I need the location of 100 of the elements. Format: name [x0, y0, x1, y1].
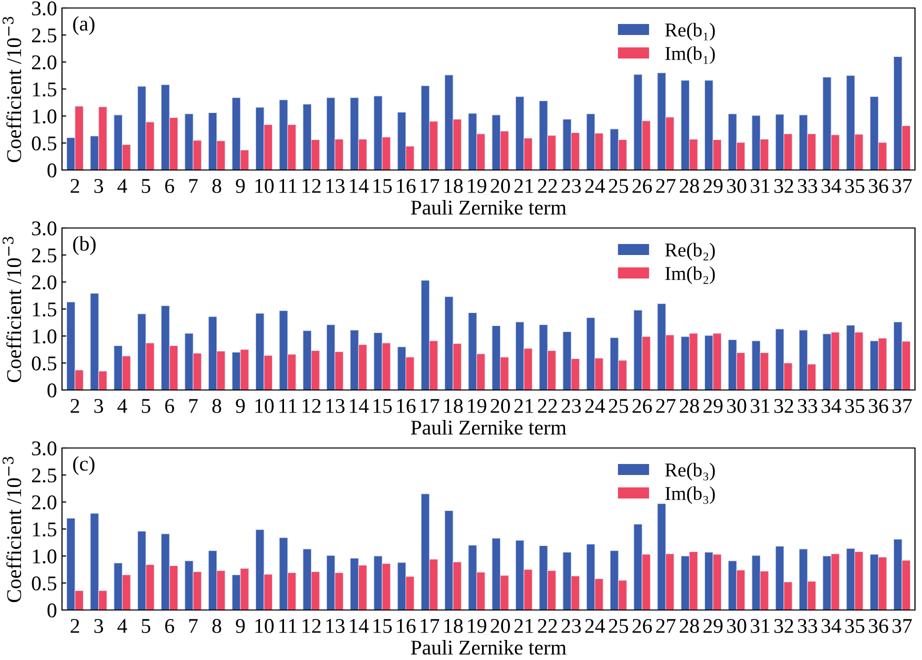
x-tick-label: 35: [845, 178, 864, 193]
x-tick-label: 27: [656, 618, 676, 633]
y-tick-label: 2.0: [32, 275, 56, 290]
x-tick-label: 30: [727, 618, 746, 633]
x-axis-title: Pauli Zernike term: [411, 640, 566, 655]
x-tick-label: 29: [703, 618, 723, 633]
y-tick-label: 1.0: [32, 109, 56, 124]
x-tick-label: 24: [585, 178, 605, 193]
x-tick-label: 23: [562, 178, 581, 193]
x-axis-title: Pauli Zernike term: [411, 200, 566, 215]
x-tick-label: 18: [444, 398, 463, 413]
x-tick-label: 31: [750, 398, 770, 413]
x-tick-label: 32: [774, 398, 794, 413]
x-tick-label: 3: [94, 178, 104, 193]
x-tick-label: 14: [350, 619, 369, 633]
x-tick-label: 25: [608, 618, 628, 633]
y-tick-label: 0.5: [32, 356, 56, 371]
x-tick-label: 13: [326, 618, 345, 633]
x-tick-label: 2: [70, 618, 80, 633]
x-tick-label: 4: [117, 179, 128, 193]
x-tick-label: 19: [468, 178, 486, 193]
legend-label: Re(b₃): [665, 462, 715, 481]
legend-label: Im(b₁): [665, 46, 715, 64]
x-tick-label: 36: [868, 398, 888, 413]
x-tick-label: 26: [632, 398, 652, 413]
x-tick-label: 14: [350, 399, 369, 413]
x-tick-label: 33: [798, 398, 818, 413]
x-tick-label: 21: [514, 178, 534, 193]
x-tick-label: 15: [374, 179, 392, 193]
x-tick-label: 31: [750, 178, 770, 193]
x-tick-label: 5: [142, 399, 150, 413]
x-tick-label: 22: [538, 618, 557, 633]
x-tick-label: 17: [420, 619, 440, 633]
x-tick-label: 20: [490, 618, 510, 633]
y-tick-label: 2.0: [32, 55, 56, 70]
x-tick-label: 2: [70, 178, 80, 193]
x-tick-label: 34: [822, 618, 842, 633]
y-tick-label: 2.5: [32, 28, 56, 43]
y-tick-label: 3.0: [32, 221, 56, 236]
y-axis-title: Coefficient /10$^{−3}$: [2, 16, 22, 162]
x-tick-label: 6: [165, 398, 174, 413]
x-tick-label: 8: [212, 398, 222, 413]
x-tick-label: 34: [822, 398, 842, 413]
y-axis-title: Coefficient /10$^{−3}$: [2, 456, 22, 602]
x-tick-label: 6: [165, 618, 174, 633]
x-tick-label: 12: [302, 178, 321, 193]
annotation: (c): [73, 456, 94, 475]
x-tick-label: 28: [680, 398, 699, 413]
legend-label: Re(b₂): [665, 242, 715, 261]
x-tick-label: 6: [165, 178, 174, 193]
y-tick-label: 1.5: [32, 522, 56, 537]
x-tick-label: 5: [142, 619, 150, 633]
y-tick-label: 2.5: [32, 468, 56, 483]
x-tick-label: 4: [117, 619, 128, 633]
y-axis-title: Coefficient /10$^{−3}$: [2, 236, 22, 382]
annotation: (a): [73, 16, 94, 35]
x-tick-label: 36: [868, 178, 888, 193]
x-tick-label: 35: [845, 618, 864, 633]
x-tick-label: 16: [397, 178, 416, 193]
x-tick-label: 32: [774, 618, 794, 633]
y-tick-label: 3.0: [32, 1, 56, 16]
x-tick-label: 21: [514, 398, 534, 413]
x-tick-label: 7: [189, 619, 198, 633]
x-tick-label: 12: [302, 618, 321, 633]
annotation: (b): [73, 236, 96, 255]
x-tick-label: 35: [845, 398, 864, 413]
x-tick-label: 34: [822, 178, 842, 193]
x-tick-label: 14: [350, 179, 369, 193]
x-tick-label: 17: [420, 179, 440, 193]
x-tick-label: 22: [538, 178, 557, 193]
x-tick-label: 15: [374, 619, 392, 633]
x-tick-label: 19: [468, 618, 486, 633]
x-tick-label: 24: [585, 618, 605, 633]
x-tick-label: 24: [585, 398, 605, 413]
y-tick-label: 1.0: [32, 549, 56, 564]
x-tick-label: 18: [444, 178, 463, 193]
x-tick-label: 15: [374, 399, 392, 413]
x-tick-label: 18: [444, 618, 463, 633]
x-tick-label: 29: [703, 398, 723, 413]
x-tick-label: 33: [798, 178, 818, 193]
x-tick-label: 26: [632, 618, 652, 633]
x-tick-label: 25: [608, 178, 628, 193]
x-tick-label: 27: [656, 398, 676, 413]
y-tick-label: 0.5: [32, 136, 56, 151]
x-tick-label: 12: [302, 398, 321, 413]
x-tick-label: 4: [117, 399, 128, 413]
x-tick-label: 7: [189, 399, 198, 413]
x-tick-label: 7: [189, 179, 198, 193]
x-tick-label: 10: [255, 618, 274, 633]
x-tick-label: 37: [892, 398, 912, 413]
x-tick-label: 17: [420, 399, 440, 413]
x-tick-label: 9: [236, 618, 245, 633]
x-tick-label: 16: [397, 618, 416, 633]
x-tick-label: 10: [255, 178, 274, 193]
x-tick-label: 37: [892, 178, 912, 193]
x-tick-label: 22: [538, 398, 557, 413]
y-tick-label: 2.5: [32, 248, 56, 263]
y-tick-label: 2.0: [32, 495, 56, 510]
x-tick-label: 26: [632, 178, 652, 193]
x-tick-label: 3: [94, 398, 104, 413]
